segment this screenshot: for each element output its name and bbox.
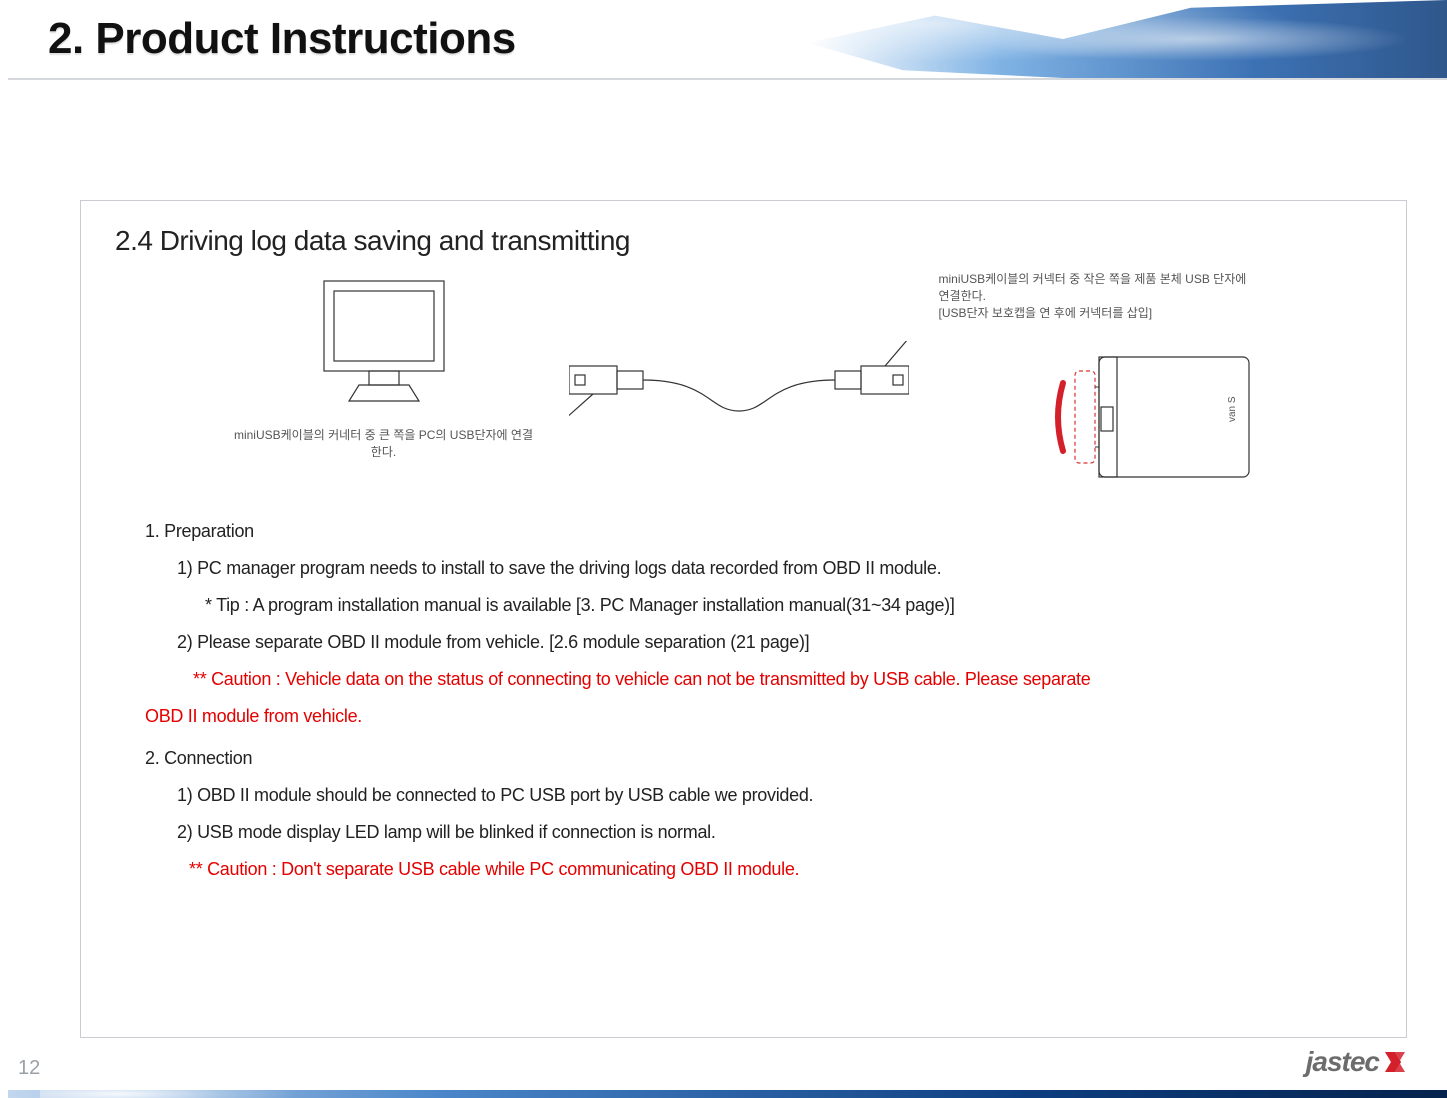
device-label-text: van S (1227, 396, 1238, 422)
usb-cable-icon (569, 341, 909, 421)
instruction-body: 1. Preparation 1) PC manager program nee… (115, 514, 1372, 887)
footer-cloud-graphic (40, 1078, 300, 1098)
prep-heading: 1. Preparation (145, 514, 1372, 549)
prep-tip: * Tip : A program installation manual is… (205, 588, 1372, 623)
section-heading: 2.4 Driving log data saving and transmit… (115, 225, 1372, 257)
header-rule (8, 78, 1447, 80)
caution-1-line1: ** Caution : Vehicle data on the status … (193, 662, 1372, 697)
obd-device-icon: van S (1039, 327, 1259, 497)
brand-logo-text: jastec (1306, 1046, 1379, 1078)
page-header: 2. Product Instructions (8, 0, 1447, 78)
brand-logo: jastec (1306, 1046, 1409, 1078)
device-caption: miniUSB케이블의 커넥터 중 작은 쪽을 제품 본체 USB 단자에 연결… (939, 271, 1259, 321)
diagram-pc: miniUSB케이블의 커네터 중 큰 쪽을 PC의 USB단자에 연결한다. (229, 271, 539, 461)
device-caption-line2: [USB단자 보호캡을 연 후에 커넥터를 삽입] (939, 306, 1153, 320)
connection-step-2: 2) USB mode display LED lamp will be bli… (177, 815, 1372, 850)
diagram-cable (569, 271, 909, 421)
caution-2: ** Caution : Don't separate USB cable wh… (189, 852, 1372, 887)
content-panel: 2.4 Driving log data saving and transmit… (80, 200, 1407, 1038)
monitor-icon (294, 271, 474, 421)
pc-caption: miniUSB케이블의 커네터 중 큰 쪽을 PC의 USB단자에 연결한다. (229, 427, 539, 461)
connection-diagram: miniUSB케이블의 커네터 중 큰 쪽을 PC의 USB단자에 연결한다. (115, 271, 1372, 486)
brand-logo-mark-icon (1381, 1048, 1409, 1076)
connection-heading: 2. Connection (145, 741, 1372, 776)
prep-step-1: 1) PC manager program needs to install t… (177, 551, 1372, 586)
device-caption-line1: miniUSB케이블의 커넥터 중 작은 쪽을 제품 본체 USB 단자에 연결… (939, 272, 1247, 303)
header-banner-graphic (807, 0, 1447, 78)
prep-step-2: 2) Please separate OBD II module from ve… (177, 625, 1372, 660)
caution-1-line2: OBD II module from vehicle. (145, 699, 1372, 734)
diagram-device: miniUSB케이블의 커넥터 중 작은 쪽을 제품 본체 USB 단자에 연결… (939, 271, 1259, 497)
page-title: 2. Product Instructions (48, 14, 516, 64)
connection-step-1: 1) OBD II module should be connected to … (177, 778, 1372, 813)
page-number: 12 (18, 1057, 40, 1080)
